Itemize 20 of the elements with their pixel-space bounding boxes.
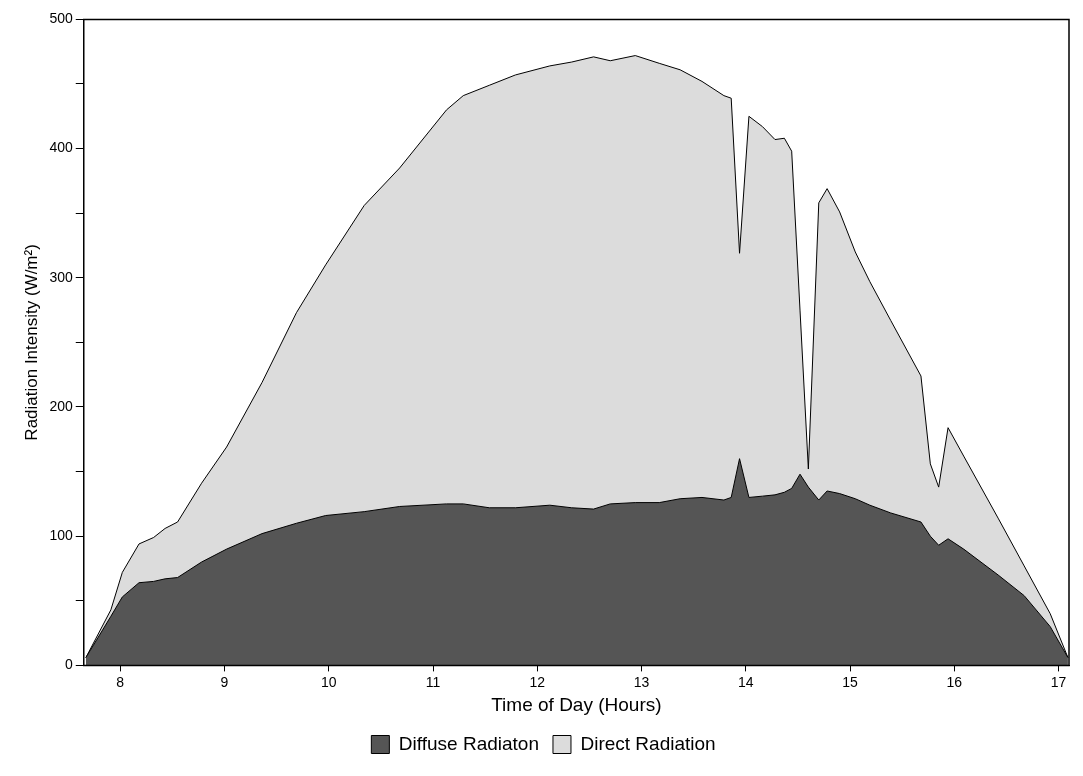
x-tick-label: 12 (529, 673, 546, 690)
legend-label: Diffuse Radiaton (398, 732, 539, 754)
x-axis-title: Time of Day (Hours) (491, 693, 662, 715)
y-tick-label: 500 (49, 10, 73, 27)
x-tick-label: 8 (116, 673, 125, 690)
y-tick-label: 200 (49, 397, 73, 414)
x-tick-label: 13 (633, 673, 650, 690)
legend-label: Direct Radiation (580, 732, 716, 754)
x-tick-label: 14 (738, 673, 754, 690)
x-tick-label: 11 (425, 673, 441, 690)
y-tick-label: 400 (49, 139, 73, 156)
x-tick-label: 17 (1050, 673, 1067, 690)
y-tick-label: 300 (49, 268, 73, 285)
y-axis-title: Radiation Intensity (W/m²) (21, 244, 41, 441)
y-tick-label: 0 (64, 656, 73, 673)
x-tick-label: 15 (842, 673, 859, 690)
x-tick-label: 16 (946, 673, 963, 690)
x-tick-label: 9 (220, 673, 229, 690)
y-tick-label: 100 (49, 527, 73, 544)
x-tick-label: 10 (320, 673, 337, 690)
